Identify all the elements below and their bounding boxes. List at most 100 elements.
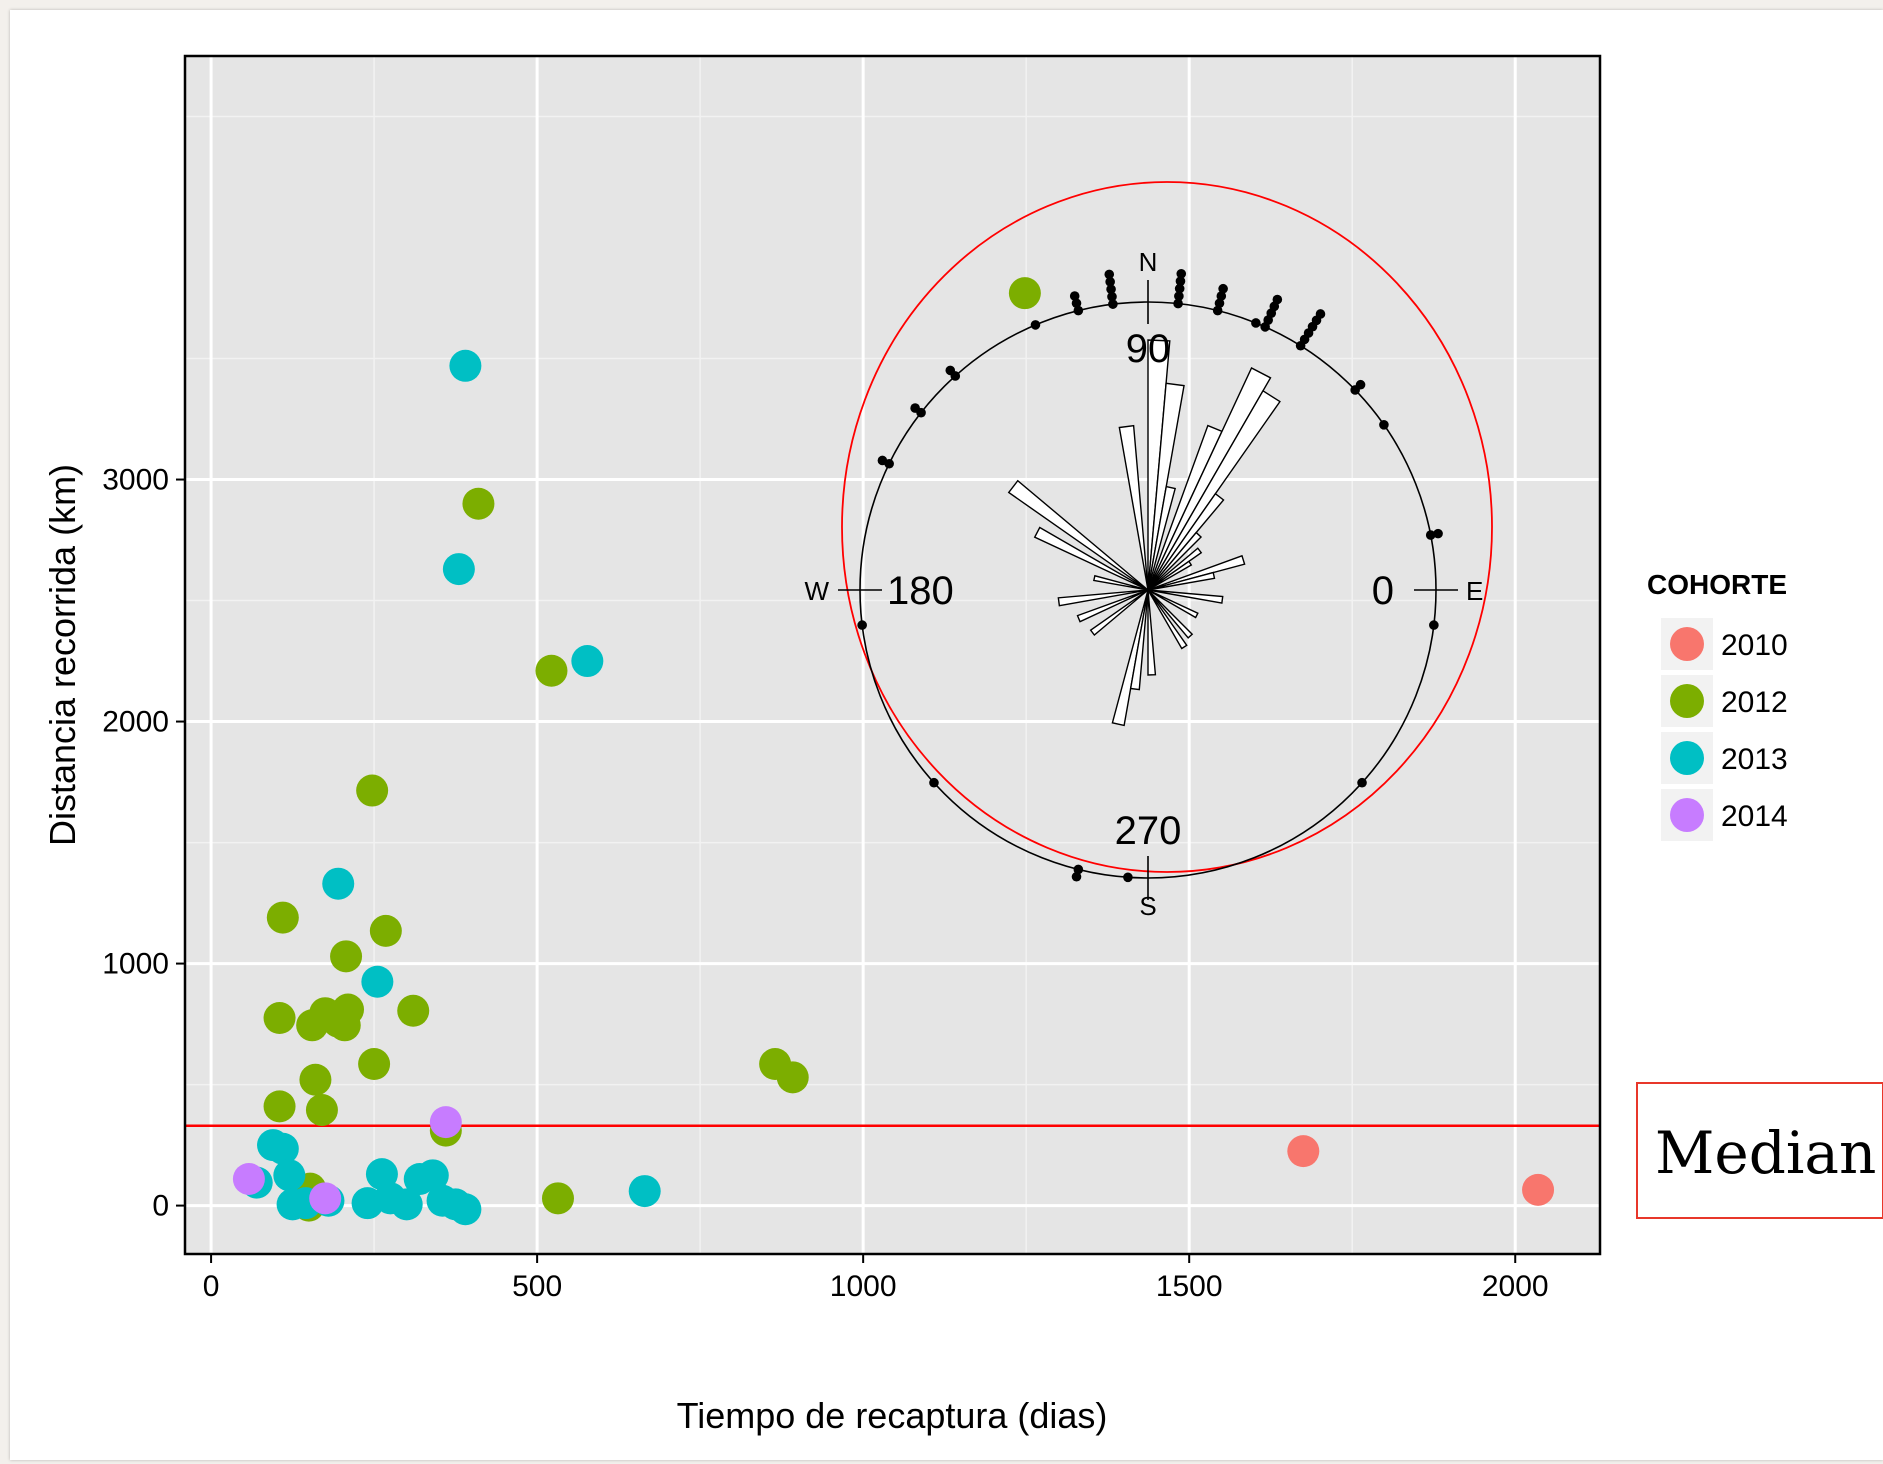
rose-bar [1129, 589, 1149, 691]
rose-data-dot [929, 777, 939, 788]
rose-bar [1147, 485, 1177, 591]
rose-data-dot [1272, 294, 1283, 305]
rose-bar [1092, 574, 1149, 591]
rose-data-dot [1104, 269, 1115, 280]
legend-title: COHORTE [1647, 569, 1787, 600]
rose-data-dot [1173, 298, 1183, 309]
rose-cardinal-north: N [1139, 247, 1158, 277]
rose-data-dot [1315, 309, 1326, 319]
legend-label-2014: 2014 [1721, 800, 1788, 833]
rose-bar [1033, 526, 1149, 591]
data-point-2013 [628, 1175, 661, 1208]
data-point-2012 [776, 1061, 809, 1094]
rose-data-dot [1214, 298, 1225, 309]
rose-label-180: 180 [887, 569, 954, 613]
data-point-2012 [356, 774, 389, 807]
x-tick-label: 0 [203, 1270, 220, 1303]
rose-diagram-inset: 90 180 0 270 N S W E [804, 181, 1493, 921]
data-point-2013 [449, 349, 482, 382]
median-annotation: Median [1636, 1082, 1883, 1219]
x-tick-label: 500 [512, 1270, 562, 1303]
y-tick-label: 3000 [102, 464, 169, 497]
rose-data-dot [857, 620, 867, 630]
data-point-2012 [330, 940, 363, 973]
rose-bar [1147, 589, 1224, 604]
data-point-2013 [416, 1159, 449, 1192]
rose-data-dot [1106, 284, 1116, 295]
rose-data-dot [1379, 420, 1389, 430]
y-axis-ticks: 0 1000 2000 3000 [102, 464, 185, 1223]
rose-data-dot [1212, 305, 1223, 316]
rose-data-dot [1073, 864, 1084, 875]
data-point-2012 [462, 487, 495, 520]
rose-bar [1147, 589, 1157, 676]
legend-key-2012 [1670, 684, 1704, 718]
rose-data-dot [1069, 291, 1080, 301]
data-point-2013 [266, 1132, 299, 1165]
data-point-2012 [397, 994, 430, 1027]
median-box [1636, 1082, 1883, 1219]
data-point-2014 [232, 1162, 265, 1195]
data-point-2013 [365, 1158, 398, 1191]
data-point-2013 [322, 867, 355, 900]
data-point-2013 [273, 1159, 306, 1192]
legend-label-2010: 2010 [1721, 629, 1788, 662]
rose-data-dot [1251, 318, 1261, 328]
legend-key-2013 [1670, 741, 1704, 775]
y-tick-label: 0 [152, 1190, 169, 1223]
rose-data-dot [1175, 276, 1186, 287]
data-point-2012 [1008, 277, 1041, 310]
rose-data-dot [877, 455, 888, 466]
rose-data-dot [1071, 871, 1082, 882]
rose-bar [1147, 560, 1193, 591]
legend-key-2010 [1670, 627, 1704, 661]
rose-bar [1118, 424, 1149, 591]
data-point-2012 [266, 901, 299, 934]
data-point-2012 [535, 654, 568, 687]
data-points [232, 277, 1555, 1226]
data-point-2013 [442, 553, 475, 586]
legend-items: 2010 2012 2013 2014 [1661, 618, 1788, 841]
rose-data-dot [1107, 291, 1117, 302]
rose-bar [1057, 589, 1149, 607]
rose-data-dot [1425, 530, 1436, 540]
rose-data-dot [945, 365, 956, 376]
median-label: Median [1655, 1119, 1876, 1187]
data-point-2012 [299, 1063, 332, 1096]
rose-bar [1147, 589, 1194, 639]
data-point-2013 [390, 1188, 423, 1221]
rose-data-dot [1071, 298, 1082, 309]
rose-data-dot [1216, 291, 1227, 301]
rose-bar [1076, 589, 1149, 623]
rose-data-dot [1108, 299, 1118, 309]
x-axis-title: Tiempo de recaptura (dias) [677, 1395, 1108, 1436]
rose-cardinal-south: S [1139, 891, 1156, 921]
plot-panel [185, 56, 1600, 1254]
rose-label-0: 0 [1372, 569, 1394, 613]
rose-label-90: 90 [1126, 327, 1171, 371]
rose-data-dot [1105, 277, 1115, 287]
x-axis-ticks: 0 500 1000 1500 2000 [203, 1254, 1549, 1303]
rose-data-dot [1073, 305, 1084, 316]
data-point-2012 [305, 1093, 338, 1126]
legend: COHORTE 2010 2012 2013 2014 [1647, 569, 1788, 841]
scatter-chart: 90 180 0 270 N S W E 0 500 1000 1500 2000 0 1000 2000… [42, 54, 1883, 1436]
rose-data-dot [1174, 291, 1184, 301]
rose-bar [1147, 571, 1216, 591]
rose-data-dot [1357, 777, 1367, 788]
data-point-2012 [369, 914, 402, 947]
legend-label-2012: 2012 [1721, 686, 1788, 719]
rose-bar [1007, 479, 1149, 591]
data-point-2012 [263, 1002, 296, 1035]
plot-border [183, 54, 1602, 1256]
data-point-2010 [1287, 1135, 1320, 1168]
data-point-2013 [571, 645, 604, 678]
chart-frame: 90 180 0 270 N S W E 0 500 1000 1500 2000 0 1000 2000… [10, 10, 1883, 1460]
rose-data-dot [1123, 872, 1133, 883]
data-point-2012 [541, 1182, 574, 1215]
rose-bar [1089, 589, 1149, 637]
y-tick-label: 2000 [102, 706, 169, 739]
x-tick-label: 1500 [1156, 1270, 1223, 1303]
rose-label-270: 270 [1115, 809, 1182, 853]
y-tick-label: 1000 [102, 948, 169, 981]
